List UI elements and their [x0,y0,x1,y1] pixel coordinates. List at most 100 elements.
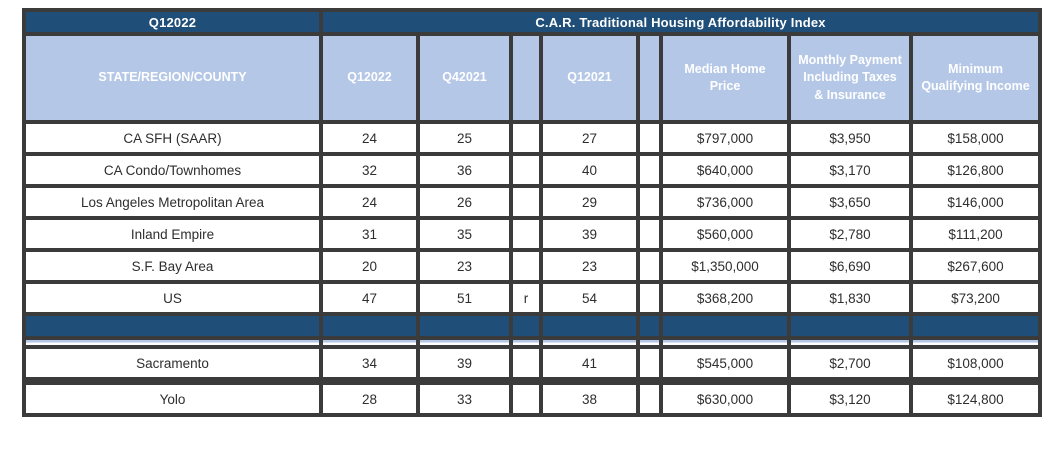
col-header-median-home-price: Median Home Price [659,32,791,124]
table-body: CA SFH (SAAR) 24 25 27 $797,000 $3,950 $158,00… [22,120,1043,417]
value-cell: $736,000 [659,184,791,220]
title-row: Q12022 C.A.R. Traditional Housing Afford… [22,8,1043,36]
value-cell: 41 [539,345,640,381]
table-row: CA Condo/Townhomes 32 36 40 $640,000 $3,170 $1… [22,152,1043,188]
empty-cell [509,312,543,340]
value-cell [636,216,663,252]
value-cell: $368,200 [659,280,791,316]
corner-quarter-label: Q12022 [22,8,323,36]
value-cell: $2,780 [787,216,913,252]
table-row: Sacramento 34 39 41 $545,000 $2,700 $108,000 [22,345,1043,381]
value-cell [636,280,663,316]
value-cell: 24 [319,184,420,220]
value-cell: 51 [416,280,513,316]
region-cell: US [22,280,323,316]
empty-cell [908,312,1043,340]
col-header-flag-1 [509,32,543,124]
value-cell [636,248,663,284]
empty-cell [319,312,420,340]
separator-row [22,312,1043,340]
value-cell: $3,170 [787,152,913,188]
value-cell: $3,120 [787,381,913,417]
value-cell: 36 [416,152,513,188]
value-cell: $108,000 [908,345,1043,381]
value-cell: $3,650 [787,184,913,220]
value-cell: $124,800 [908,381,1043,417]
empty-cell [22,377,323,385]
value-cell: 47 [319,280,420,316]
empty-cell [908,336,1043,349]
column-header-row: STATE/REGION/COUNTY Q12022 Q42021 Q12021… [22,32,1043,124]
table-row: Inland Empire 31 35 39 $560,000 $2,780 $111,20… [22,216,1043,252]
value-cell: 35 [416,216,513,252]
value-cell [636,184,663,220]
table-row: US 47 51 r 54 $368,200 $1,830 $73,200 [22,280,1043,316]
empty-cell [659,336,791,349]
value-cell: 23 [416,248,513,284]
value-cell [636,381,663,417]
value-cell: 54 [539,280,640,316]
value-cell [509,381,543,417]
value-cell: 39 [539,216,640,252]
value-cell: $1,830 [787,280,913,316]
table-row: S.F. Bay Area 20 23 23 $1,350,000 $6,690 $267,… [22,248,1043,284]
empty-cell [787,377,913,385]
spacer-row [22,377,1043,385]
region-cell: Yolo [22,381,323,417]
col-header-min-qualifying-income: Minimum Qualifying Income [908,32,1043,124]
value-cell: $560,000 [659,216,791,252]
affordability-table: Q12022 C.A.R. Traditional Housing Afford… [22,8,1043,417]
region-cell: Inland Empire [22,216,323,252]
value-cell [636,152,663,188]
col-header-q42021: Q42021 [416,32,513,124]
col-header-q12022: Q12022 [319,32,420,124]
value-cell: $126,800 [908,152,1043,188]
col-header-q12021: Q12021 [539,32,640,124]
value-cell: $267,600 [908,248,1043,284]
region-cell: Sacramento [22,345,323,381]
spreadsheet-view: Q12022 C.A.R. Traditional Housing Afford… [22,8,1043,417]
value-cell: $630,000 [659,381,791,417]
value-cell: 27 [539,120,640,156]
empty-cell [908,377,1043,385]
value-cell: $6,690 [787,248,913,284]
value-cell: 29 [539,184,640,220]
table-row: Los Angeles Metropolitan Area 24 26 29 $736,… [22,184,1043,220]
value-cell: 24 [319,120,420,156]
col-header-flag-2 [636,32,663,124]
value-cell [509,152,543,188]
value-cell [509,184,543,220]
value-cell [509,120,543,156]
empty-cell [416,336,513,349]
empty-cell [416,377,513,385]
value-cell [636,345,663,381]
value-cell: $158,000 [908,120,1043,156]
empty-cell [416,312,513,340]
value-cell: $640,000 [659,152,791,188]
col-header-state-region-county: STATE/REGION/COUNTY [22,32,323,124]
value-cell: $2,700 [787,345,913,381]
value-cell: 33 [416,381,513,417]
col-header-monthly-payment: Monthly Payment Including Taxes & Insura… [787,32,913,124]
value-cell: 38 [539,381,640,417]
value-cell [509,248,543,284]
table-row: CA SFH (SAAR) 24 25 27 $797,000 $3,950 $158,00… [22,120,1043,156]
accent-spacer-row [22,336,1043,349]
region-cell: CA SFH (SAAR) [22,120,323,156]
region-cell: Los Angeles Metropolitan Area [22,184,323,220]
empty-cell [539,312,640,340]
empty-cell [787,312,913,340]
empty-cell [509,336,543,349]
empty-cell [659,377,791,385]
value-cell: 40 [539,152,640,188]
value-cell: 31 [319,216,420,252]
value-cell: 26 [416,184,513,220]
value-cell [509,216,543,252]
value-cell [509,345,543,381]
value-cell: $3,950 [787,120,913,156]
region-cell: CA Condo/Townhomes [22,152,323,188]
value-cell: 23 [539,248,640,284]
value-cell: $146,000 [908,184,1043,220]
value-cell: 34 [319,345,420,381]
empty-cell [636,336,663,349]
